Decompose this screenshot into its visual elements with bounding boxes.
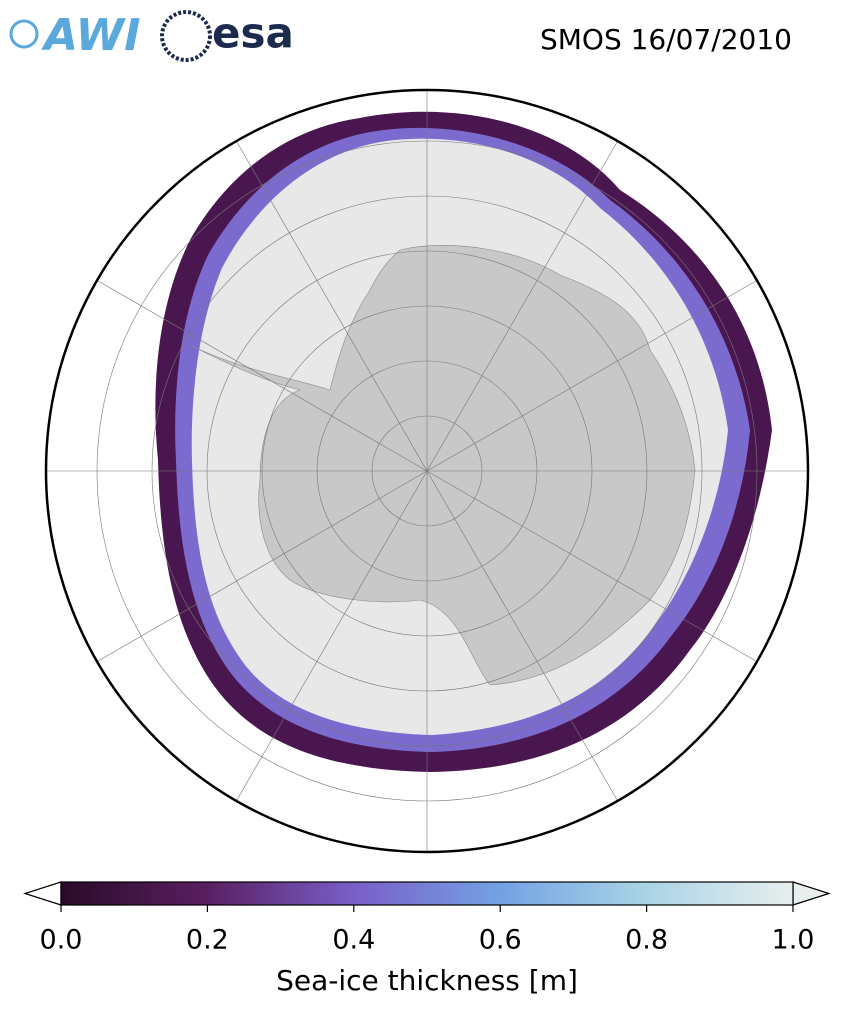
colorbar-extend-high bbox=[792, 881, 831, 906]
title: SMOS 16/07/2010 bbox=[540, 23, 792, 56]
colorbar-extend-low bbox=[23, 881, 62, 906]
graticule bbox=[46, 90, 808, 852]
esa-text: esa bbox=[212, 9, 294, 58]
colorbar-tick-label: 0.6 bbox=[479, 925, 522, 956]
awi-icon bbox=[9, 19, 39, 49]
map bbox=[46, 90, 808, 852]
map-border bbox=[44, 88, 810, 854]
colorbar: 0.0 0.2 0.4 0.6 0.8 1.0 bbox=[23, 881, 831, 956]
antarctica bbox=[189, 245, 696, 686]
esa-icon bbox=[160, 10, 212, 62]
colorbar-tick-label: 0.8 bbox=[625, 925, 668, 956]
awi-text: AWI bbox=[41, 10, 141, 61]
awi-logo: AWI bbox=[9, 10, 141, 61]
colorbar-tick-label: 0.4 bbox=[332, 925, 375, 956]
colorbar-tick-label: 1.0 bbox=[772, 925, 815, 956]
colorbar-label: Sea-ice thickness [m] bbox=[276, 964, 578, 997]
colorbar-tick-label: 0.0 bbox=[40, 925, 83, 956]
esa-logo: esa bbox=[160, 9, 294, 62]
colorbar-tick-label: 0.2 bbox=[186, 925, 229, 956]
colorbar-gradient bbox=[60, 881, 794, 906]
